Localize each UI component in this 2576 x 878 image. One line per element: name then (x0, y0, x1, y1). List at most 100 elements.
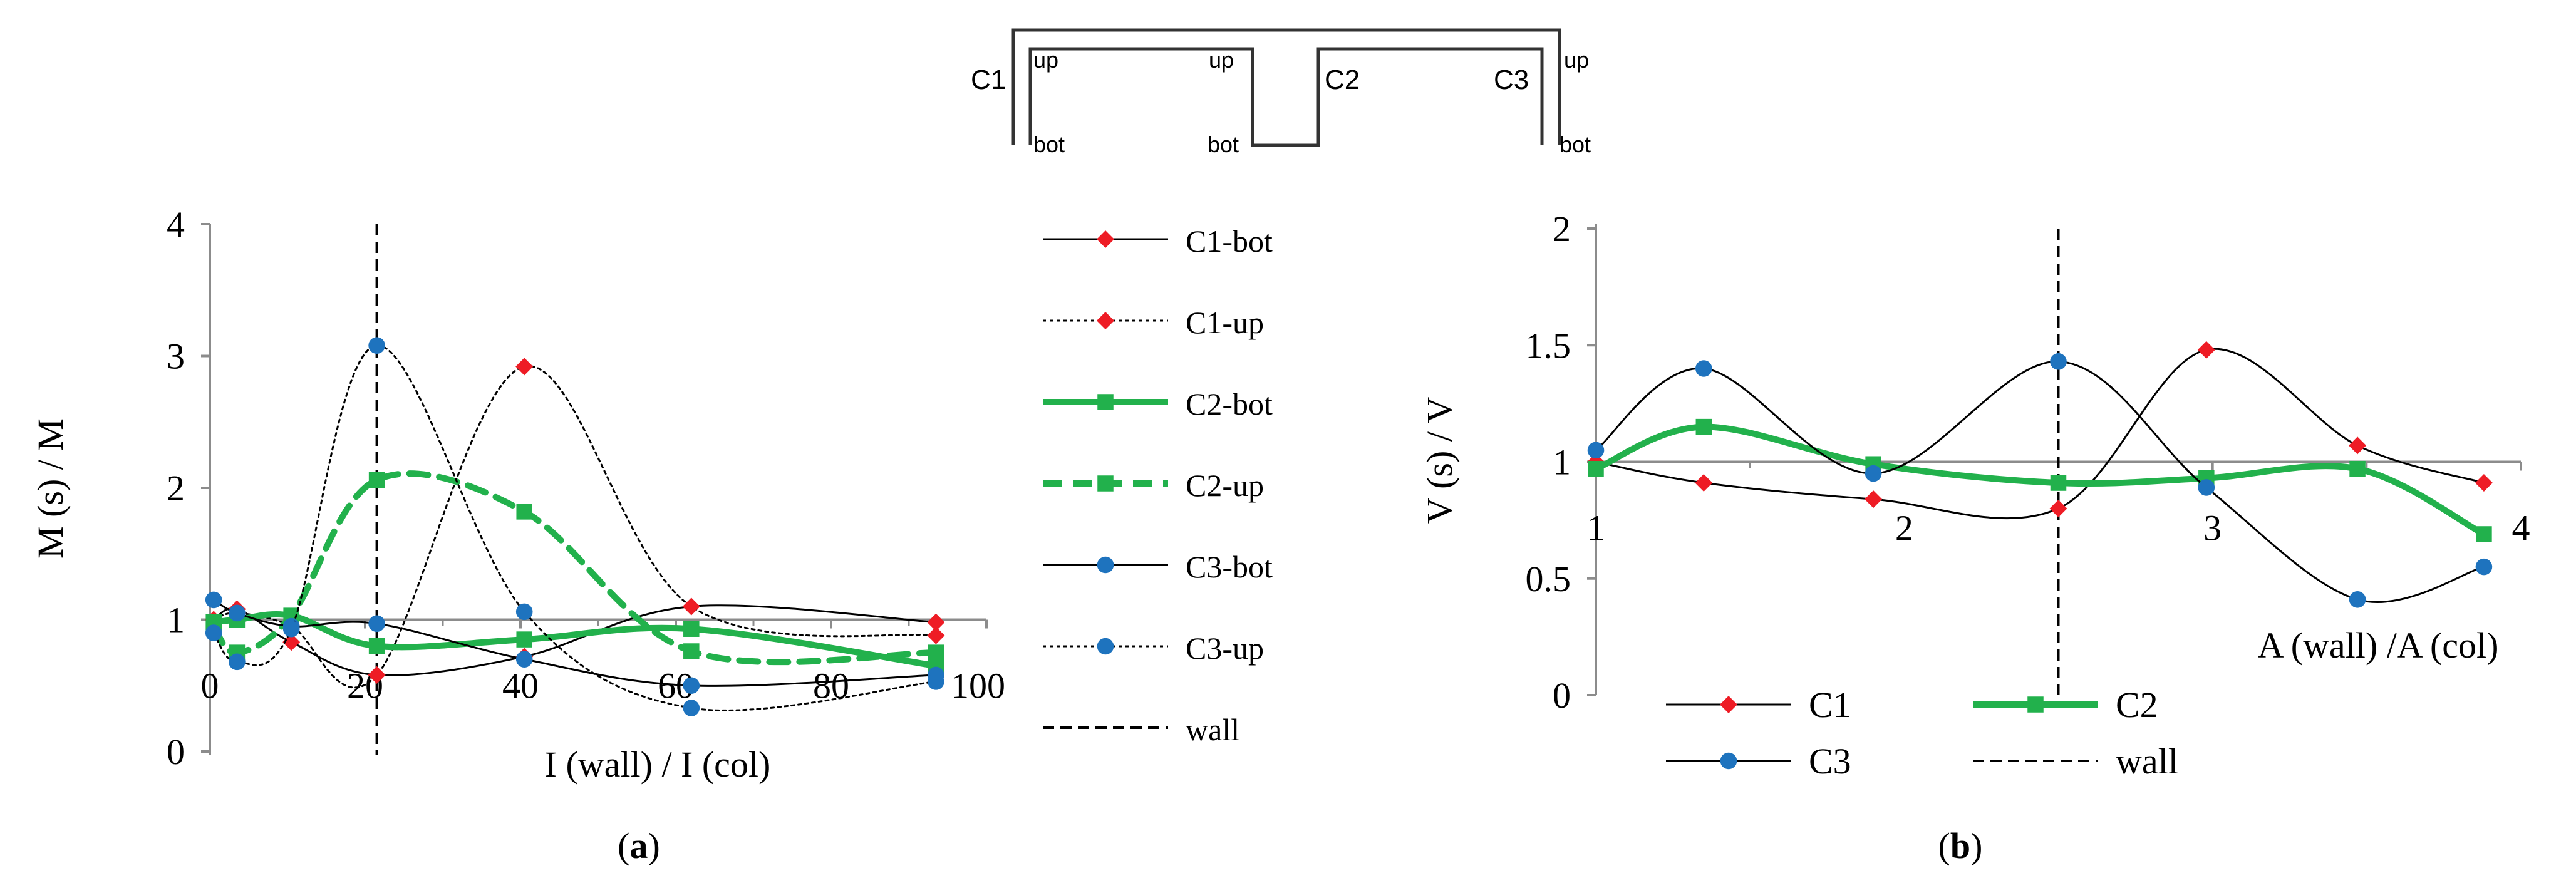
chart-b-point-c2 (2349, 460, 2366, 477)
chart-a-point-c2-up (516, 504, 532, 520)
chart-a-point-c3-bot (229, 604, 246, 622)
chart-b-xtick-label: 3 (2203, 508, 2222, 549)
chart-a-line-c1-bot (212, 604, 937, 677)
chart-b-ytick-label: 1.5 (1526, 325, 1571, 366)
chart-b-xtick-label: 2 (1895, 508, 1913, 549)
chart-a-point-c2-bot (368, 638, 385, 654)
chart-a-point-c3-up (683, 700, 700, 716)
chart-b-point-c3 (2198, 479, 2215, 496)
chart-a-point-c3-up (229, 653, 246, 671)
chart-a-point-c1-up (682, 597, 700, 616)
chart-b-point-c2 (2050, 475, 2067, 491)
chart-a-line-c2-bot (210, 611, 939, 669)
chart-a-ytick-label: 3 (167, 336, 185, 377)
chart-a-point-c2-bot (683, 621, 700, 637)
chart-b-point-c3 (1695, 360, 1712, 377)
chart-b-point-c1 (1865, 490, 1883, 509)
chart-b-caption: (b) (1938, 825, 1983, 866)
schematic-label-bot-c2: bot (1208, 132, 1239, 157)
chart-a-legend-label: C3-up (1186, 631, 1264, 666)
chart-a-ytick-label: 2 (167, 468, 185, 509)
chart-b-ytick-label: 0.5 (1526, 559, 1571, 599)
chart-a-point-c2-up (683, 643, 700, 659)
chart-a-legend-marker (1097, 230, 1114, 248)
chart-b-point-c1 (1695, 474, 1713, 492)
chart-a-y-ticks: 0 1 2 3 4 (167, 204, 210, 772)
schematic-label-up-c3: up (1564, 47, 1589, 73)
chart-b-point-c2 (2476, 526, 2492, 542)
chart-a-legend-marker (1097, 312, 1114, 329)
chart-b-legend-label: C1 (1809, 684, 1851, 725)
chart-a-line-c2-up (210, 470, 939, 666)
chart-b-legend-marker (2027, 696, 2044, 713)
chart-b-point-c1 (2049, 500, 2067, 517)
chart-b-legend-label: C3 (1809, 741, 1851, 782)
chart-b-ytick-label: 2 (1553, 209, 1571, 249)
chart-b-point-c1 (2197, 341, 2215, 359)
schematic-label-c1: C1 (971, 65, 1006, 95)
chart-a-point-c3-bot (205, 591, 222, 609)
chart-b-x-ticks: 1 2 3 4 (1587, 462, 2530, 549)
chart-a-point-c3-up (928, 673, 944, 690)
chart-a-point-c2-bot (516, 631, 532, 648)
chart-a-legend-label: C1-bot (1186, 224, 1273, 259)
chart-a-point-c3-bot (683, 677, 700, 695)
chart-a-legend-marker (1097, 638, 1114, 655)
chart-a-line-c1-up (212, 365, 937, 689)
chart-b-legend-label: wall (2116, 741, 2178, 782)
chart-a-point-c3-bot (515, 651, 533, 668)
chart-a-legend-marker (1097, 475, 1114, 492)
chart-b-legend-marker (1720, 696, 1737, 713)
chart-a-legend-label: C2-up (1186, 468, 1264, 503)
chart-b-xtick-label: 1 (1587, 508, 1605, 549)
chart-b-y-ticks: 0 0.5 1 1.5 2 (1526, 209, 1596, 716)
chart-b-point-c3 (2349, 591, 2366, 608)
chart-a-legend-label: C1-up (1186, 305, 1264, 340)
schematic-label-up-c1: up (1033, 47, 1058, 73)
chart-a-legend-label: C3-bot (1186, 549, 1273, 584)
chart-a-point-c3-up (515, 603, 533, 621)
chart-a-legend: C1-bot C1-up C2-bot C2-up C3-bot C3-up wall (1043, 224, 1273, 747)
chart-b-xtick-label: 4 (2512, 508, 2530, 549)
chart-b-ytick-label: 1 (1553, 442, 1571, 483)
chart-a-ytick-label: 1 (167, 600, 185, 641)
frame-outline-outer (1011, 28, 1561, 145)
chart-b-point-c3 (1587, 442, 1605, 459)
chart-a-line-c3-bot (212, 599, 937, 687)
chart-a-xtick-label: 100 (951, 666, 1005, 706)
chart-a-point-c1-up (368, 666, 386, 684)
chart-a-xtick-label: 40 (502, 666, 539, 706)
chart-b-ytick-label: 0 (1553, 675, 1571, 716)
chart-b-series (1587, 229, 2493, 695)
chart-a-point-c1-bot (927, 613, 945, 631)
chart-b-point-c3 (2475, 558, 2493, 576)
chart-b-point-c2 (1695, 418, 1712, 435)
chart-a-point-c3-up (368, 337, 385, 354)
frame-outline-inner (1028, 47, 1544, 147)
chart-b-point-c3 (2050, 353, 2067, 370)
chart-a-y-label: M (s) / M (30, 418, 71, 559)
chart-a-legend-label: wall (1186, 712, 1239, 747)
chart-a-xtick-label: 0 (201, 666, 219, 706)
schematic-label-c2: C2 (1325, 65, 1360, 95)
schematic-label-up-c2: up (1209, 47, 1234, 73)
chart-a-point-c2-up (928, 644, 944, 661)
chart-b-point-c1 (2349, 436, 2367, 455)
chart-b-line-c1 (1595, 348, 2485, 520)
chart-a-point-c3-up (282, 620, 300, 638)
chart-a-point-c3-up (205, 624, 222, 641)
frame-schematic: C1 C2 C3 up up up bot bot bot (971, 28, 1591, 157)
chart-b-x-label: A (wall) /A (col) (2258, 625, 2499, 666)
chart-a-ytick-label: 4 (167, 204, 185, 245)
chart-a-xtick-label: 80 (813, 666, 849, 706)
chart-a-point-c3-bot (368, 615, 385, 633)
chart-a-legend-label: C2-bot (1186, 386, 1273, 421)
chart-a-series (205, 224, 945, 755)
chart-a-point-c1-bot (282, 633, 301, 651)
chart-b-point-c1 (2475, 474, 2493, 492)
chart-b-legend-marker (1720, 752, 1737, 770)
schematic-label-bot-c1: bot (1033, 132, 1065, 157)
schematic-label-c3: C3 (1494, 65, 1529, 95)
